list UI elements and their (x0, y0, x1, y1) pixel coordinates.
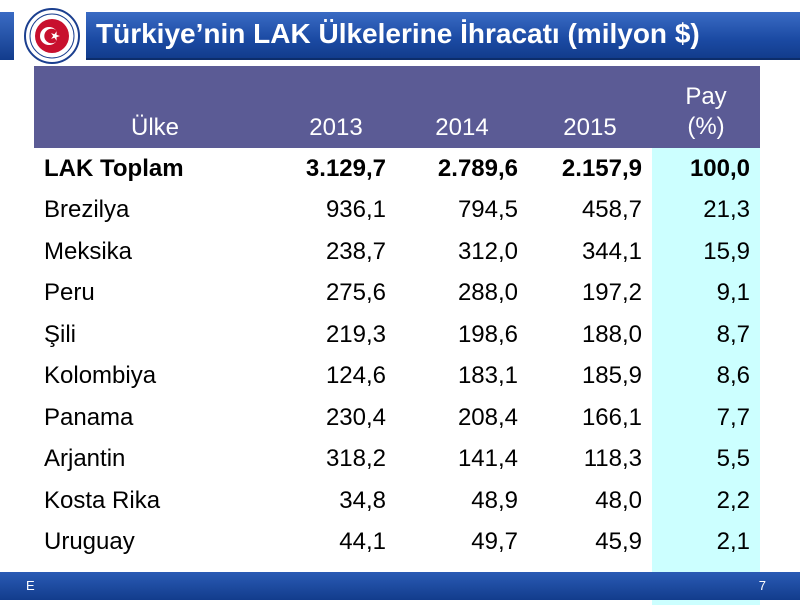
cell-2015: 118,3 (528, 438, 652, 480)
cell-2014: 794,5 (396, 189, 528, 231)
cell-2014: 183,1 (396, 355, 528, 397)
header-2015: 2015 (528, 66, 652, 148)
cell-share: 8,6 (652, 355, 760, 397)
cell-2013: 3.129,7 (276, 148, 396, 190)
cell-2013: 936,1 (276, 189, 396, 231)
cell-2014: 208,4 (396, 397, 528, 439)
header-country: Ülke (34, 66, 276, 148)
page-title: Türkiye’nin LAK Ülkelerine İhracatı (mil… (96, 18, 700, 49)
cell-2014: 141,4 (396, 438, 528, 480)
cell-2015: 2.157,9 (528, 148, 652, 190)
cell-2013: 238,7 (276, 231, 396, 273)
footer-left-text: E (26, 578, 35, 593)
cell-2014: 312,0 (396, 231, 528, 273)
cell-2015: 166,1 (528, 397, 652, 439)
table-row: Peru 275,6 288,0 197,2 9,1 (34, 272, 760, 314)
header-share: Pay (%) (652, 66, 760, 148)
table-row: Kolombiya 124,6 183,1 185,9 8,6 (34, 355, 760, 397)
cell-share: 8,7 (652, 314, 760, 356)
cell-2014: 288,0 (396, 272, 528, 314)
cell-country: Arjantin (34, 438, 276, 480)
cell-share: 21,3 (652, 189, 760, 231)
table-row: Arjantin 318,2 141,4 118,3 5,5 (34, 438, 760, 480)
header-2014: 2014 (396, 66, 528, 148)
cell-2013: 318,2 (276, 438, 396, 480)
cell-country: LAK Toplam (34, 148, 276, 190)
cell-2015: 188,0 (528, 314, 652, 356)
footer-bar: E 7 (0, 572, 800, 600)
header-left-strip (0, 12, 14, 60)
cell-country: Kolombiya (34, 355, 276, 397)
cell-share: 15,9 (652, 231, 760, 273)
turkish-crescent-star-seal-icon (24, 8, 80, 64)
cell-2014: 48,9 (396, 480, 528, 522)
cell-share: 5,5 (652, 438, 760, 480)
table-row: Şili 219,3 198,6 188,0 8,7 (34, 314, 760, 356)
table-row: Kosta Rika 34,8 48,9 48,0 2,2 (34, 480, 760, 522)
header-share-unit: (%) (687, 113, 725, 140)
cell-2015: 45,9 (528, 521, 652, 563)
cell-country: Kosta Rika (34, 480, 276, 522)
cell-2013: 34,8 (276, 480, 396, 522)
table-row: Uruguay 44,1 49,7 45,9 2,1 (34, 521, 760, 563)
cell-2015: 48,0 (528, 480, 652, 522)
table-row: Brezilya 936,1 794,5 458,7 21,3 (34, 189, 760, 231)
slide-number: 7 (758, 578, 766, 593)
cell-share: 2,1 (652, 521, 760, 563)
cell-country: Şili (34, 314, 276, 356)
cell-2013: 219,3 (276, 314, 396, 356)
cell-2015: 185,9 (528, 355, 652, 397)
header-share-label: Pay (685, 83, 727, 110)
title-bar: Türkiye’nin LAK Ülkelerine İhracatı (mil… (86, 12, 800, 60)
cell-2014: 198,6 (396, 314, 528, 356)
cell-share: 7,7 (652, 397, 760, 439)
table-row-total: LAK Toplam 3.129,7 2.789,6 2.157,9 100,0 (34, 148, 760, 190)
table-row: Panama 230,4 208,4 166,1 7,7 (34, 397, 760, 439)
cell-share: 9,1 (652, 272, 760, 314)
cell-2013: 124,6 (276, 355, 396, 397)
table-row: Meksika 238,7 312,0 344,1 15,9 (34, 231, 760, 273)
cell-share: 2,2 (652, 480, 760, 522)
cell-2013: 230,4 (276, 397, 396, 439)
export-table: Ülke 2013 2014 2015 Pay (%) LAK Toplam 3… (34, 66, 760, 605)
header-2013: 2013 (276, 66, 396, 148)
cell-2015: 344,1 (528, 231, 652, 273)
cell-country: Panama (34, 397, 276, 439)
cell-share: 100,0 (652, 148, 760, 190)
cell-country: Brezilya (34, 189, 276, 231)
cell-country: Peru (34, 272, 276, 314)
cell-country: Uruguay (34, 521, 276, 563)
cell-2015: 458,7 (528, 189, 652, 231)
cell-2014: 2.789,6 (396, 148, 528, 190)
cell-2013: 275,6 (276, 272, 396, 314)
cell-2013: 44,1 (276, 521, 396, 563)
cell-country: Meksika (34, 231, 276, 273)
table-header-row: Ülke 2013 2014 2015 Pay (%) (34, 66, 760, 148)
cell-2014: 49,7 (396, 521, 528, 563)
cell-2015: 197,2 (528, 272, 652, 314)
